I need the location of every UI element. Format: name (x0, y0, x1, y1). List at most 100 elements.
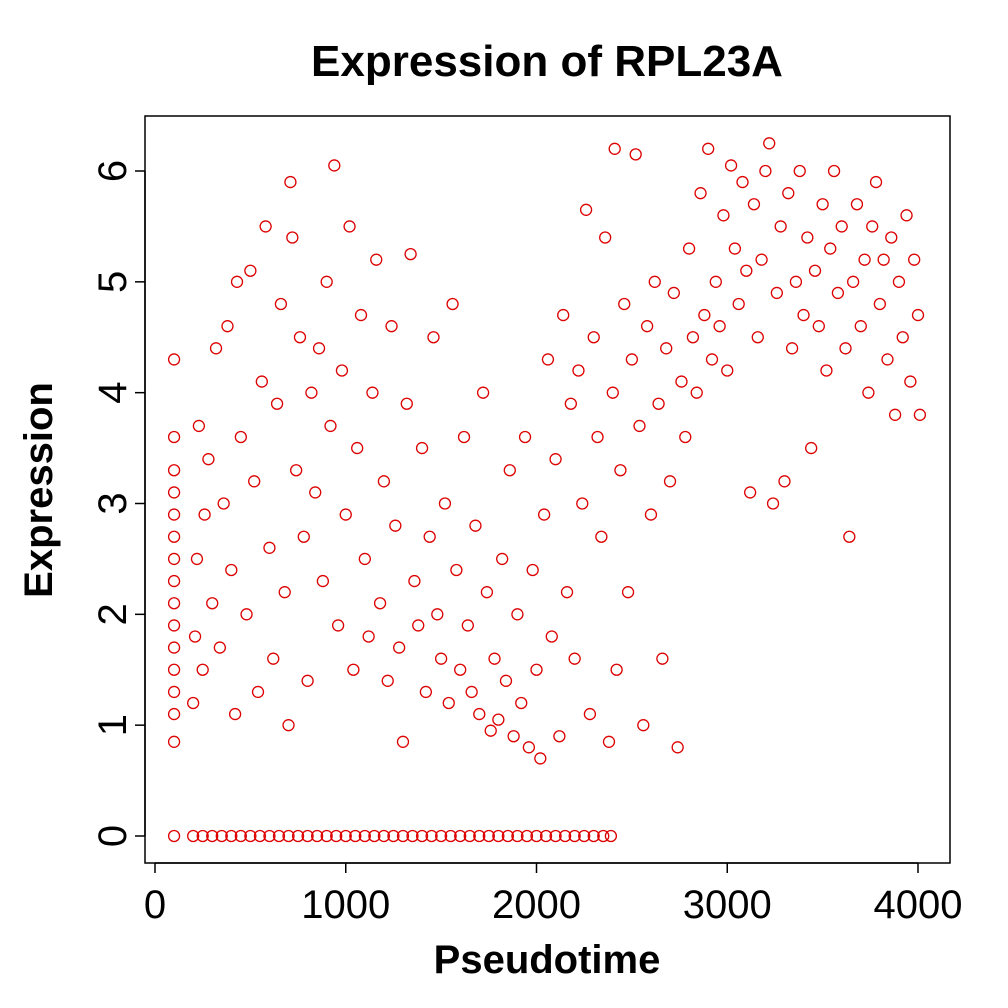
data-point (347, 663, 360, 676)
data-point (705, 353, 719, 366)
data-point (557, 308, 570, 322)
data-point (312, 342, 326, 355)
data-point (387, 829, 400, 843)
data-point (839, 342, 852, 355)
data-point (759, 164, 772, 178)
data-point (869, 175, 883, 189)
data-point (530, 829, 543, 843)
data-point (743, 486, 757, 499)
data-point (370, 253, 383, 266)
data-point (396, 829, 410, 843)
data-point (564, 397, 577, 410)
data-point (408, 574, 421, 588)
data-point (604, 829, 618, 843)
data-point (167, 486, 181, 499)
data-point (381, 674, 394, 687)
y-tick-label: 1 (91, 714, 135, 736)
data-point (167, 464, 181, 477)
data-point (167, 353, 181, 366)
data-point (192, 419, 206, 433)
data-point (301, 674, 314, 687)
data-point (234, 829, 247, 843)
data-point (667, 286, 680, 300)
data-point (190, 552, 204, 566)
data-point (309, 486, 322, 499)
data-point (492, 713, 505, 726)
data-point (597, 829, 610, 843)
data-point (354, 308, 368, 322)
data-point (785, 342, 799, 355)
data-point (368, 829, 381, 843)
data-point (530, 663, 543, 676)
data-point (648, 275, 661, 288)
x-axis: 0 1000 2000 3000 4000 (144, 862, 963, 927)
data-points (167, 137, 927, 843)
data-point (885, 231, 898, 244)
data-point (320, 829, 333, 843)
data-point (511, 608, 524, 621)
data-point (377, 829, 391, 843)
data-point (461, 619, 474, 632)
chart-title: Expression of RPL23A (311, 37, 783, 86)
x-tick-label: 4000 (874, 883, 963, 927)
data-point (599, 231, 612, 244)
data-point (406, 829, 419, 843)
data-point (217, 497, 230, 510)
data-point (209, 342, 223, 355)
data-point (438, 497, 452, 510)
data-point (213, 641, 227, 654)
data-point (425, 829, 438, 843)
data-point (396, 735, 410, 748)
data-point (591, 430, 604, 444)
data-point (282, 829, 295, 843)
x-tick-label: 2000 (492, 883, 581, 927)
data-point (610, 663, 623, 676)
data-point (520, 829, 534, 843)
data-point (763, 137, 776, 150)
data-point (297, 530, 310, 543)
data-point (545, 630, 558, 643)
data-point (473, 829, 486, 843)
data-point (534, 752, 547, 765)
data-point (415, 829, 429, 843)
data-point (244, 264, 257, 277)
data-point (602, 735, 616, 748)
y-tick-label: 5 (91, 271, 135, 293)
data-point (587, 331, 600, 344)
data-point (740, 264, 753, 277)
data-point (196, 663, 209, 676)
data-point (568, 829, 581, 843)
y-tick-label: 4 (91, 382, 135, 404)
data-point (595, 530, 608, 543)
data-point (167, 508, 181, 521)
data-point (230, 275, 244, 288)
data-point (820, 364, 833, 377)
x-tick-label: 3000 (683, 883, 772, 927)
data-point (511, 829, 524, 843)
data-point (358, 829, 371, 843)
data-point (877, 253, 890, 266)
data-point (908, 253, 921, 266)
data-point (732, 297, 745, 311)
y-axis: 0 1 2 3 4 5 6 (91, 160, 146, 847)
data-point (465, 685, 478, 699)
data-point (808, 264, 822, 277)
data-point (728, 242, 742, 255)
data-point (446, 297, 459, 311)
data-point (202, 453, 215, 466)
data-point (656, 652, 669, 665)
data-point (499, 674, 513, 687)
data-point (373, 597, 387, 610)
data-point (797, 308, 810, 322)
data-point (679, 430, 692, 444)
data-point (633, 419, 646, 433)
data-point (690, 386, 703, 399)
data-point (671, 741, 684, 754)
data-point (389, 519, 402, 532)
data-point (675, 375, 688, 388)
y-tick-label: 6 (91, 160, 135, 182)
data-point (576, 497, 589, 510)
data-point (427, 331, 440, 344)
data-point (881, 353, 894, 366)
data-point (913, 408, 927, 421)
